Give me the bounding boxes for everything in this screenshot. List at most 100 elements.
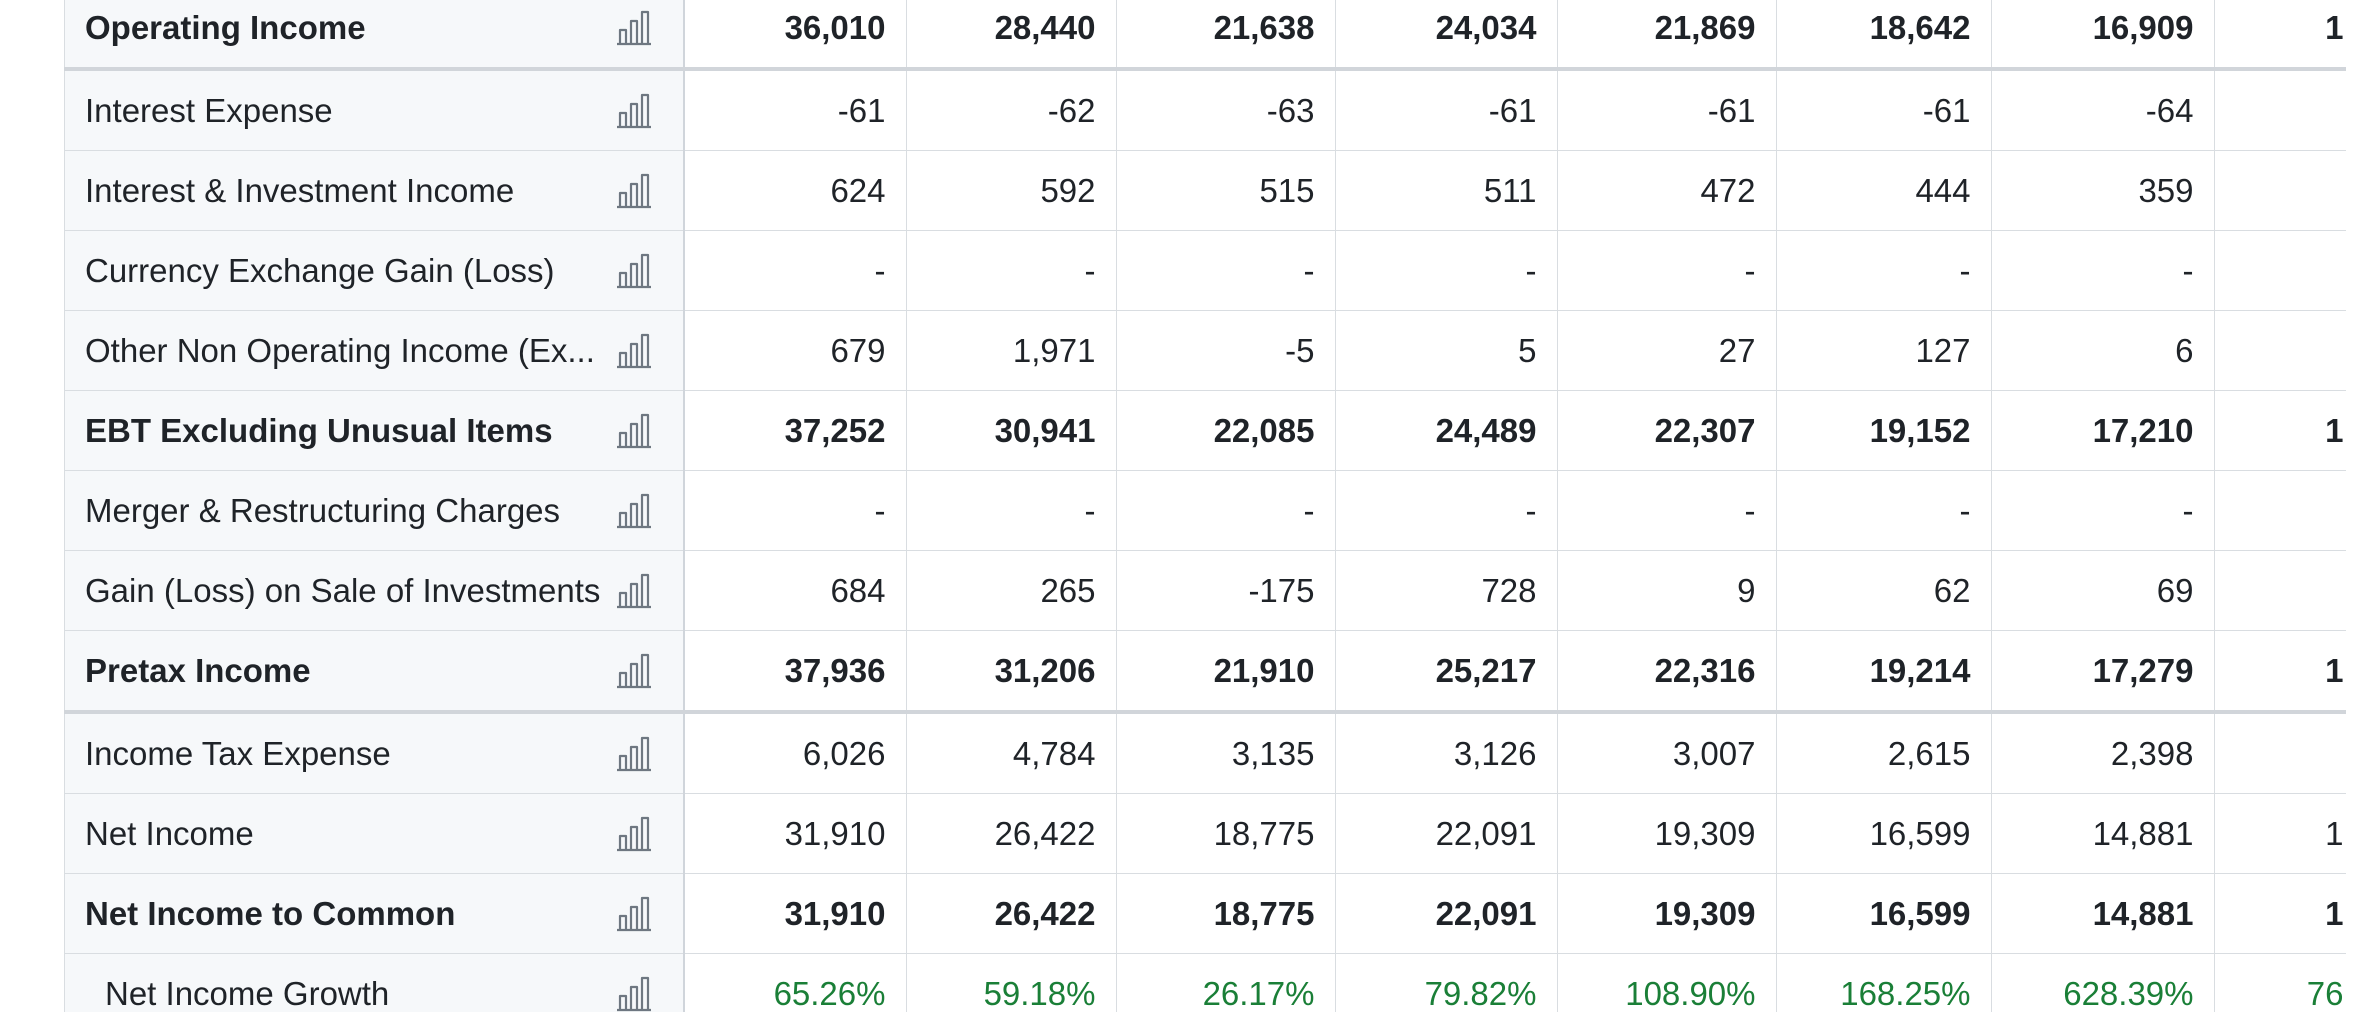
value-cell: -61 bbox=[1775, 68, 1992, 151]
value-cell: 628.39% bbox=[1990, 953, 2215, 1012]
row-label-cell: Other Non Operating Income (Ex... bbox=[64, 310, 685, 391]
row-label: Net Income bbox=[85, 814, 254, 852]
row-label-cell: Income Tax Expense bbox=[64, 711, 685, 794]
value-cell: 3,135 bbox=[1115, 711, 1336, 794]
value-cell: 26,422 bbox=[905, 793, 1117, 874]
value-cell: 36,010 bbox=[683, 0, 907, 71]
value-cell: 5 bbox=[1334, 310, 1558, 391]
value-cell: -62 bbox=[905, 68, 1117, 151]
bar-chart-icon[interactable] bbox=[615, 573, 653, 609]
row-label: Currency Exchange Gain (Loss) bbox=[85, 251, 555, 289]
value-cell: 65.26% bbox=[683, 953, 907, 1012]
value-cell: 6,026 bbox=[683, 711, 907, 794]
table-row: Merger & Restructuring Charges - - - - - - - bbox=[64, 470, 2365, 551]
value-cell: 6 bbox=[1990, 310, 2215, 391]
bar-chart-icon[interactable] bbox=[615, 736, 653, 772]
value-cell: 59.18% bbox=[905, 953, 1117, 1012]
value-cell: 18,775 bbox=[1115, 793, 1336, 874]
value-cell: - bbox=[1990, 470, 2215, 551]
value-cell: 79.82% bbox=[1334, 953, 1558, 1012]
value-cell: 1 bbox=[2213, 390, 2365, 471]
value-cell: - bbox=[1334, 230, 1558, 311]
value-cell: 2,615 bbox=[1775, 711, 1992, 794]
row-label: Net Income to Common bbox=[85, 894, 456, 932]
value-cell: - bbox=[1775, 470, 1992, 551]
value-cell: - bbox=[683, 230, 907, 311]
value-cell: -63 bbox=[1115, 68, 1336, 151]
value-cell bbox=[2213, 470, 2365, 551]
value-cell: 679 bbox=[683, 310, 907, 391]
bar-chart-icon[interactable] bbox=[615, 493, 653, 529]
bar-chart-icon[interactable] bbox=[615, 333, 653, 369]
value-cell: 14,881 bbox=[1990, 793, 2215, 874]
bar-chart-icon[interactable] bbox=[615, 816, 653, 852]
table-row: Currency Exchange Gain (Loss) - - - - - - - bbox=[64, 230, 2365, 311]
value-cell: 22,091 bbox=[1334, 873, 1558, 954]
value-cell: - bbox=[1115, 230, 1336, 311]
value-cell: 684 bbox=[683, 550, 907, 631]
value-cell: - bbox=[1556, 470, 1777, 551]
value-cell: 14,881 bbox=[1990, 873, 2215, 954]
value-cell: 1 bbox=[2213, 630, 2365, 714]
value-cell: 76 bbox=[2213, 953, 2365, 1012]
value-cell: 19,152 bbox=[1775, 390, 1992, 471]
value-cell: 127 bbox=[1775, 310, 1992, 391]
row-label-cell: Net Income bbox=[64, 793, 685, 874]
value-cell: 31,910 bbox=[683, 873, 907, 954]
value-cell: 22,307 bbox=[1556, 390, 1777, 471]
value-cell: - bbox=[1556, 230, 1777, 311]
value-cell: 108.90% bbox=[1556, 953, 1777, 1012]
bar-chart-icon[interactable] bbox=[615, 653, 653, 689]
value-cell: - bbox=[1775, 230, 1992, 311]
viewport-edge bbox=[2346, 0, 2374, 1012]
value-cell: 18,642 bbox=[1775, 0, 1992, 71]
table-row: Net Income 31,910 26,422 18,775 22,091 19,309… bbox=[64, 793, 2365, 874]
row-label-cell: EBT Excluding Unusual Items bbox=[64, 390, 685, 471]
row-label: Income Tax Expense bbox=[85, 734, 391, 772]
bar-chart-icon[interactable] bbox=[615, 93, 653, 129]
value-cell: 3,007 bbox=[1556, 711, 1777, 794]
row-label: Merger & Restructuring Charges bbox=[85, 491, 561, 529]
row-label: Operating Income bbox=[85, 8, 366, 46]
row-label-cell: Operating Income bbox=[64, 0, 685, 71]
table-row: Income Tax Expense 6,026 4,784 3,135 3,126 3,… bbox=[64, 711, 2365, 794]
bar-chart-icon[interactable] bbox=[615, 413, 653, 449]
bar-chart-icon[interactable] bbox=[615, 896, 653, 932]
value-cell: -61 bbox=[1334, 68, 1558, 151]
value-cell: 515 bbox=[1115, 150, 1336, 231]
value-cell: - bbox=[905, 470, 1117, 551]
row-label-cell: Merger & Restructuring Charges bbox=[64, 470, 685, 551]
value-cell: 62 bbox=[1775, 550, 1992, 631]
value-cell: 22,091 bbox=[1334, 793, 1558, 874]
value-cell: 30,941 bbox=[905, 390, 1117, 471]
value-cell: - bbox=[683, 470, 907, 551]
value-cell: 2,398 bbox=[1990, 711, 2215, 794]
value-cell: 37,936 bbox=[683, 630, 907, 714]
value-cell: 26.17% bbox=[1115, 953, 1336, 1012]
value-cell: 17,279 bbox=[1990, 630, 2215, 714]
value-cell: 21,638 bbox=[1115, 0, 1336, 71]
bar-chart-icon[interactable] bbox=[615, 976, 653, 1012]
value-cell: 22,085 bbox=[1115, 390, 1336, 471]
income-statement-table: Operating Income 36,010 28,440 21,638 24,034… bbox=[64, 0, 2365, 1012]
value-cell: 18,775 bbox=[1115, 873, 1336, 954]
value-cell: - bbox=[905, 230, 1117, 311]
value-cell: 21,910 bbox=[1115, 630, 1336, 714]
value-cell: 444 bbox=[1775, 150, 1992, 231]
table-row: Interest Expense -61 -62 -63 -61 -61 -61 -64 bbox=[64, 68, 2365, 151]
value-cell: 24,034 bbox=[1334, 0, 1558, 71]
value-cell: 28,440 bbox=[905, 0, 1117, 71]
table-row: Net Income to Common 31,910 26,422 18,775 22… bbox=[64, 873, 2365, 954]
value-cell: 19,309 bbox=[1556, 793, 1777, 874]
row-label: Other Non Operating Income (Ex... bbox=[85, 331, 595, 369]
table-row: Pretax Income 37,936 31,206 21,910 25,217 22,… bbox=[64, 630, 2365, 714]
bar-chart-icon[interactable] bbox=[615, 173, 653, 209]
row-label: Pretax Income bbox=[85, 651, 311, 689]
value-cell: 511 bbox=[1334, 150, 1558, 231]
value-cell: -5 bbox=[1115, 310, 1336, 391]
table-row: EBT Excluding Unusual Items 37,252 30,941 2… bbox=[64, 390, 2365, 471]
bar-chart-icon[interactable] bbox=[615, 10, 653, 46]
value-cell: 16,599 bbox=[1775, 793, 1992, 874]
bar-chart-icon[interactable] bbox=[615, 253, 653, 289]
value-cell: 4,784 bbox=[905, 711, 1117, 794]
